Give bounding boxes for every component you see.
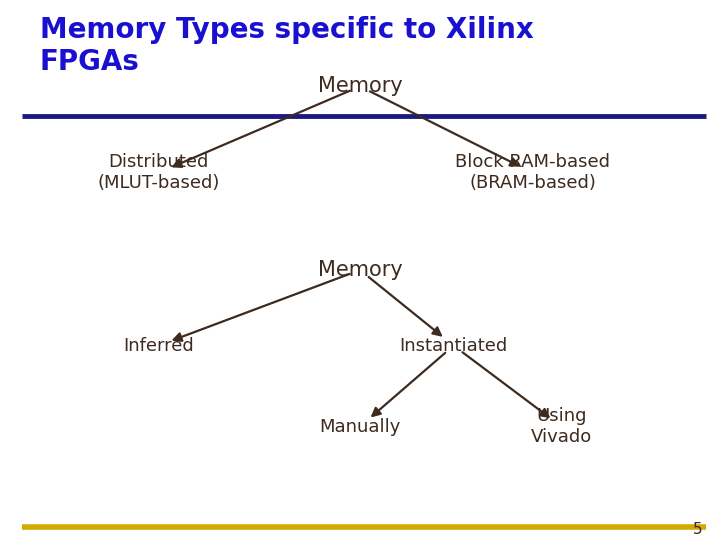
Text: Memory: Memory — [318, 260, 402, 280]
Text: Memory Types specific to Xilinx
FPGAs: Memory Types specific to Xilinx FPGAs — [40, 16, 534, 76]
Text: Inferred: Inferred — [123, 336, 194, 355]
Text: Manually: Manually — [319, 417, 401, 436]
Text: Using
Vivado: Using Vivado — [531, 407, 593, 446]
Text: Block RAM-based
(BRAM-based): Block RAM-based (BRAM-based) — [455, 153, 611, 192]
Text: 5: 5 — [693, 522, 702, 537]
Text: Distributed
(MLUT-based): Distributed (MLUT-based) — [97, 153, 220, 192]
Text: Memory: Memory — [318, 76, 402, 97]
Text: Instantiated: Instantiated — [400, 336, 508, 355]
